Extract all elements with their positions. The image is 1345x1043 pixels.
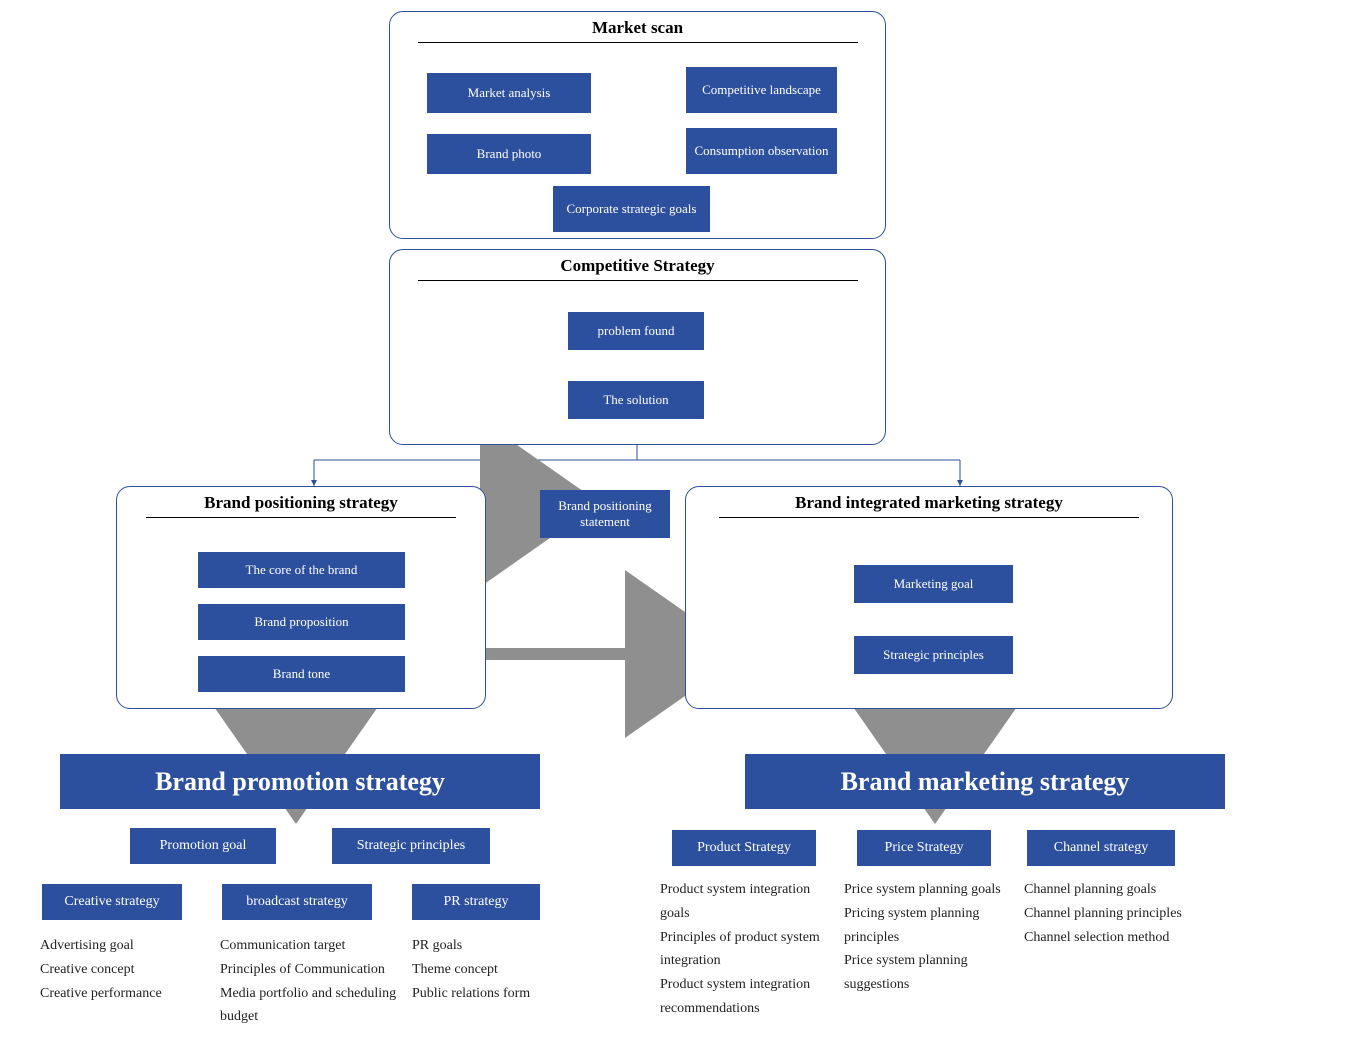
subchip-5: Product Strategy <box>672 830 816 866</box>
subchip-7: Channel strategy <box>1027 830 1175 866</box>
chip-positioning_statement: Brand positioning statement <box>540 490 670 538</box>
textline: Principles of Communication <box>220 958 400 982</box>
textline: Public relations form <box>412 982 582 1006</box>
textline: Price system planning suggestions <box>844 949 1014 997</box>
textline: Advertising goal <box>40 934 210 958</box>
textline: Communication target <box>220 934 400 958</box>
textline: PR goals <box>412 934 582 958</box>
textline: Pricing system planning principles <box>844 902 1014 950</box>
chip-market_scan-3: Consumption observation <box>686 128 837 174</box>
chip-brand_integrated-1: Strategic principles <box>854 636 1013 674</box>
title-underline <box>146 517 456 518</box>
textline: Creative performance <box>40 982 210 1006</box>
bigbar-promotion_bar: Brand promotion strategy <box>60 754 540 809</box>
textblock-broadcast_list: Communication targetPrinciples of Commun… <box>220 934 400 1029</box>
chip-market_scan-0: Market analysis <box>427 73 591 113</box>
panel-title-brand_positioning: Brand positioning strategy <box>117 487 485 513</box>
chip-market_scan-1: Competitive landscape <box>686 67 837 113</box>
chip-market_scan-2: Brand photo <box>427 134 591 174</box>
textline: Principles of product system integration <box>660 926 835 974</box>
panel-title-competitive_strategy: Competitive Strategy <box>390 250 885 276</box>
chip-competitive_strategy-1: The solution <box>568 381 704 419</box>
textblock-creative_list: Advertising goalCreative conceptCreative… <box>40 934 210 1005</box>
textline: Product system integration goals <box>660 878 835 926</box>
textline: Channel planning goals <box>1024 878 1199 902</box>
chip-competitive_strategy-0: problem found <box>568 312 704 350</box>
textblock-product_list: Product system integration goalsPrincipl… <box>660 878 835 1021</box>
textline: Product system integration recommendatio… <box>660 973 835 1021</box>
textblock-channel_list: Channel planning goalsChannel planning p… <box>1024 878 1199 949</box>
title-underline <box>719 517 1139 518</box>
textline: Price system planning goals <box>844 878 1014 902</box>
subchip-0: Promotion goal <box>130 828 276 864</box>
chip-brand_positioning-1: Brand proposition <box>198 604 405 640</box>
textblock-pr_list: PR goalsTheme conceptPublic relations fo… <box>412 934 582 1005</box>
chip-brand_positioning-0: The core of the brand <box>198 552 405 588</box>
subchip-1: Strategic principles <box>332 828 490 864</box>
title-underline <box>418 42 858 43</box>
bigbar-marketing_bar: Brand marketing strategy <box>745 754 1225 809</box>
panel-title-brand_integrated: Brand integrated marketing strategy <box>686 487 1172 513</box>
textline: Channel planning principles <box>1024 902 1199 926</box>
chip-brand_integrated-0: Marketing goal <box>854 565 1013 603</box>
textblock-price_list: Price system planning goalsPricing syste… <box>844 878 1014 997</box>
textline: Theme concept <box>412 958 582 982</box>
chip-market_scan-4: Corporate strategic goals <box>553 186 710 232</box>
textline: Creative concept <box>40 958 210 982</box>
title-underline <box>418 280 858 281</box>
panel-title-market_scan: Market scan <box>390 12 885 38</box>
subchip-2: Creative strategy <box>42 884 182 920</box>
subchip-6: Price Strategy <box>857 830 991 866</box>
subchip-3: broadcast strategy <box>222 884 372 920</box>
textline: Media portfolio and scheduling budget <box>220 982 400 1030</box>
chip-brand_positioning-2: Brand tone <box>198 656 405 692</box>
subchip-4: PR strategy <box>412 884 540 920</box>
textline: Channel selection method <box>1024 926 1199 950</box>
